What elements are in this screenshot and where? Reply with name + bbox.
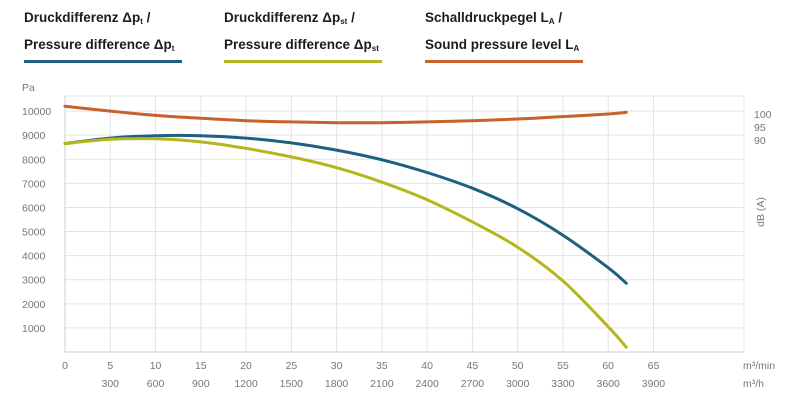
legend-line-english: Pressure difference Δpst [224,37,379,53]
legend-entry-static-pressure: Druckdifferenz Δpst / Pressure differenc… [224,6,382,63]
x2-axis-unit: m³/h [743,378,764,390]
y-tick-label: 10000 [22,106,51,118]
legend-line-german: Schalldruckpegel LA / [425,10,563,26]
x2-tick-label: 2100 [370,378,394,390]
x2-tick-label: 1800 [325,378,349,390]
x-tick-label: 15 [195,360,207,372]
x-tick-label: 0 [62,360,68,372]
x2-tick-label: 3900 [642,378,666,390]
y2-tick-label: 95 [754,122,766,134]
y-tick-label: 3000 [22,275,46,287]
y-tick-label: 2000 [22,299,46,311]
series-line-static-pressure [63,137,628,349]
x-tick-label: 55 [557,360,569,372]
legend-entry-sound-pressure: Schalldruckpegel LA / Sound pressure lev… [425,6,583,63]
x-tick-label: 35 [376,360,388,372]
axes: 1000200030004000500060007000800090001000… [22,82,775,390]
y-tick-label: 1000 [22,323,46,335]
x-tick-label: 30 [331,360,343,372]
grid [64,95,745,352]
y-tick-label: 8000 [22,154,46,166]
x2-tick-label: 3300 [551,378,575,390]
legend-swatch [24,60,182,63]
x2-tick-label: 2700 [461,378,485,390]
series [63,104,628,349]
legend-line-german: Druckdifferenz Δpst / [224,10,355,26]
y2-tick-label: 90 [754,135,766,147]
legend-swatch [425,60,583,63]
legend-line-english: Pressure difference Δpt [24,37,175,53]
y2-tick-label: 100 [754,109,772,121]
x2-tick-label: 3000 [506,378,530,390]
x2-tick-label: 600 [147,378,165,390]
legend-line-english: Sound pressure level LA [425,37,580,53]
x-axis-unit: m³/min [743,360,775,372]
series-line-total-pressure [63,133,628,285]
x2-tick-label: 900 [192,378,210,390]
x-tick-label: 20 [240,360,252,372]
x-tick-label: 40 [421,360,433,372]
y-tick-label: 7000 [22,178,46,190]
x2-tick-label: 300 [102,378,120,390]
y2-axis-label: dB (A) [755,197,767,227]
y-tick-label: 5000 [22,227,46,239]
y-tick-label: 9000 [22,130,46,142]
y-tick-label: 6000 [22,202,46,214]
legend-entry-total-pressure: Druckdifferenz Δpt / Pressure difference… [24,6,182,63]
y-tick-label: 4000 [22,251,46,263]
series-line-sound-pressure [63,104,628,125]
legend-swatch [224,60,382,63]
x-tick-label: 60 [602,360,614,372]
x2-tick-label: 1200 [234,378,258,390]
x-tick-label: 50 [512,360,524,372]
x-tick-label: 45 [467,360,479,372]
y-axis-unit: Pa [22,82,35,94]
x-tick-label: 10 [150,360,162,372]
x2-tick-label: 1500 [280,378,304,390]
x-tick-label: 65 [648,360,660,372]
x2-tick-label: 3600 [597,378,621,390]
x-tick-label: 5 [107,360,113,372]
legend-line-german: Druckdifferenz Δpt / [24,10,151,26]
x-tick-label: 25 [285,360,297,372]
x2-tick-label: 2400 [415,378,439,390]
